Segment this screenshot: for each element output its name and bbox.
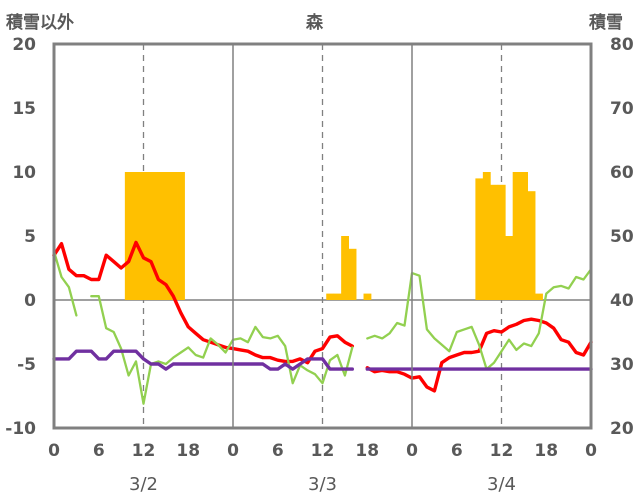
left-tick-label: -10 bbox=[5, 419, 36, 439]
right-tick-label: 60 bbox=[610, 163, 634, 183]
day-label: 3/2 bbox=[129, 474, 158, 495]
right-tick-label: 70 bbox=[610, 99, 634, 119]
snow-bar bbox=[497, 184, 506, 300]
snow-bar bbox=[333, 293, 342, 300]
snow-bar bbox=[475, 178, 484, 300]
left-tick-label: 5 bbox=[24, 227, 36, 247]
right-tick-label: 30 bbox=[610, 355, 634, 375]
snow-bar bbox=[348, 248, 357, 300]
right-tick-label: 40 bbox=[610, 291, 634, 311]
snow-bar bbox=[132, 172, 141, 300]
snow-bar bbox=[490, 184, 499, 300]
hour-tick-label: 12 bbox=[311, 441, 335, 461]
plot-border bbox=[52, 42, 593, 430]
left-tick-label: 10 bbox=[12, 163, 36, 183]
left-tick-label: 0 bbox=[24, 291, 36, 311]
snow-bar bbox=[341, 236, 350, 300]
right-axis-title: 積雪 bbox=[589, 13, 623, 33]
hour-tick-label: 18 bbox=[534, 441, 558, 461]
green-series-line bbox=[366, 268, 593, 371]
green-series-line bbox=[52, 250, 78, 317]
snow-bar bbox=[147, 172, 156, 300]
snow-bar bbox=[139, 172, 148, 300]
red-series-line bbox=[365, 317, 593, 393]
right-tick-label: 20 bbox=[610, 419, 634, 439]
snow-bar bbox=[527, 191, 536, 300]
hour-tick-label: 0 bbox=[585, 441, 597, 461]
left-tick-label: 20 bbox=[12, 35, 36, 55]
left-axis-title: 積雪以外 bbox=[6, 13, 74, 33]
right-tick-label: 50 bbox=[610, 227, 634, 247]
purple-series-line bbox=[52, 349, 354, 371]
snow-bar bbox=[512, 172, 521, 300]
snow-bar bbox=[154, 172, 163, 300]
plot-frame bbox=[52, 42, 593, 430]
chart-title: 森 bbox=[306, 13, 323, 33]
hour-tick-label: 6 bbox=[93, 441, 105, 461]
hour-tick-label: 0 bbox=[227, 441, 239, 461]
left-tick-label: 15 bbox=[12, 99, 36, 119]
hour-tick-label: 12 bbox=[490, 441, 514, 461]
right-tick-label: 80 bbox=[610, 35, 634, 55]
snow-bar bbox=[169, 172, 178, 300]
snow-bars bbox=[124, 172, 543, 300]
green-series-line bbox=[90, 295, 354, 405]
hour-tick-label: 0 bbox=[406, 441, 418, 461]
snow-bar bbox=[535, 293, 543, 300]
snow-bar bbox=[363, 293, 372, 300]
snow-bar bbox=[520, 172, 529, 300]
red-series-line bbox=[52, 240, 354, 365]
hour-tick-label: 18 bbox=[355, 441, 379, 461]
day-label: 3/4 bbox=[487, 474, 516, 495]
hour-tick-label: 18 bbox=[176, 441, 200, 461]
snow-bar bbox=[177, 172, 185, 300]
day-label: 3/3 bbox=[308, 474, 337, 495]
snow-bar bbox=[482, 172, 491, 300]
hour-tick-label: 12 bbox=[132, 441, 156, 461]
snow-bar bbox=[124, 172, 133, 300]
snow-bar bbox=[162, 172, 171, 300]
snow-bar bbox=[326, 293, 335, 300]
left-tick-label: -5 bbox=[17, 355, 36, 375]
hour-tick-label: 6 bbox=[272, 441, 284, 461]
hour-tick-label: 0 bbox=[48, 441, 60, 461]
snow-bar bbox=[505, 236, 514, 300]
line-series bbox=[52, 240, 593, 405]
hour-tick-label: 6 bbox=[451, 441, 463, 461]
